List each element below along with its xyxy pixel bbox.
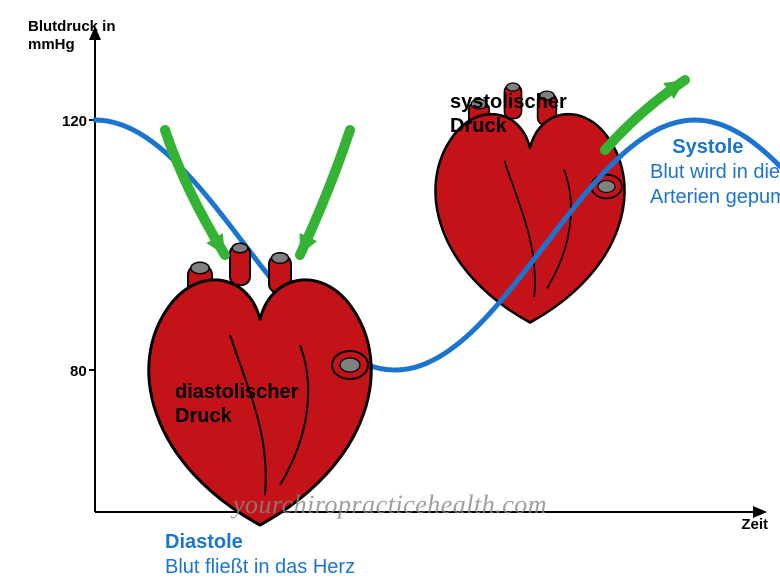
ytick-80: 80: [70, 363, 87, 380]
diastole-text: Diastole Blut fließt in das Herz: [165, 530, 355, 580]
diagram-stage: Blutdruck in mmHg Zeit 120 80 diastolisc…: [0, 0, 780, 581]
systolic-pressure-label: systolischer Druck: [450, 90, 567, 138]
systole-title: Systole: [672, 136, 743, 158]
ytick-120: 120: [62, 113, 87, 130]
watermark-text: yourchiropracticehealth.com: [233, 490, 547, 520]
diastolic-pressure-label: diastolischer Druck: [175, 380, 298, 428]
systole-desc: Blut wird in die Arterien gepump: [650, 161, 780, 208]
x-axis-label: Zeit: [741, 516, 768, 534]
y-axis-label: Blutdruck in mmHg: [28, 18, 116, 54]
diastole-desc: Blut fließt in das Herz: [165, 556, 355, 578]
systole-text: Systole Blut wird in die Arterien gepump: [650, 110, 780, 235]
diastole-title: Diastole: [165, 531, 243, 553]
